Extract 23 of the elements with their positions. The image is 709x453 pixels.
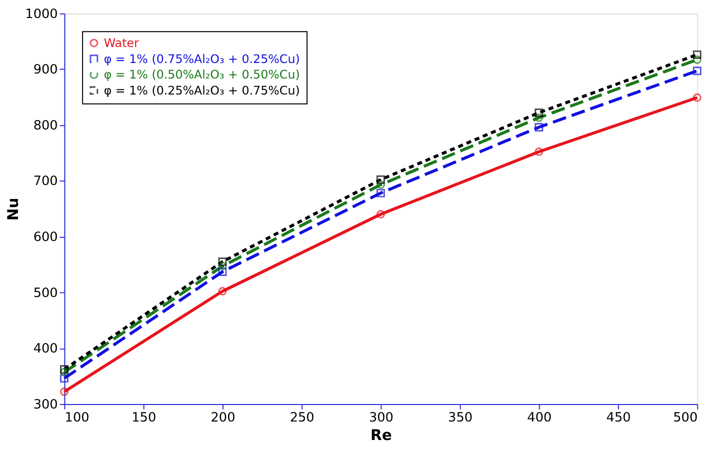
legend-label: φ = 1% (0.50%Al₂O₃ + 0.50%Cu) [104, 68, 300, 82]
y-tick-label: 900 [33, 62, 58, 78]
x-tick-label: 300 [368, 410, 394, 426]
x-tick-label: 250 [290, 410, 314, 426]
y-tick-label: 500 [33, 286, 58, 301]
x-tick-label: 500 [673, 410, 698, 426]
x-axis-title: Re [370, 427, 392, 444]
legend-label: Water [104, 36, 140, 50]
y-tick-label: 800 [33, 118, 58, 134]
y-tick-label: 300 [33, 397, 58, 412]
x-tick-label: 350 [448, 410, 473, 426]
x-tick-label: 150 [132, 410, 156, 426]
legend-label: φ = 1% (0.25%Al₂O₃ + 0.75%Cu) [104, 83, 300, 98]
y-tick-label: 400 [33, 342, 58, 357]
x-tick-label: 450 [606, 410, 631, 426]
y-tick-label: 700 [33, 174, 58, 190]
x-tick-label: 100 [64, 410, 90, 426]
legend-label: φ = 1% (0.75%Al₂O₃ + 0.25%Cu) [104, 52, 300, 66]
y-tick-label: 1000 [25, 6, 58, 22]
y-axis-title: Nu [5, 198, 22, 221]
y-tick-label: 600 [33, 230, 58, 246]
x-tick-label: 400 [527, 410, 552, 426]
x-tick-label: 200 [210, 410, 236, 426]
